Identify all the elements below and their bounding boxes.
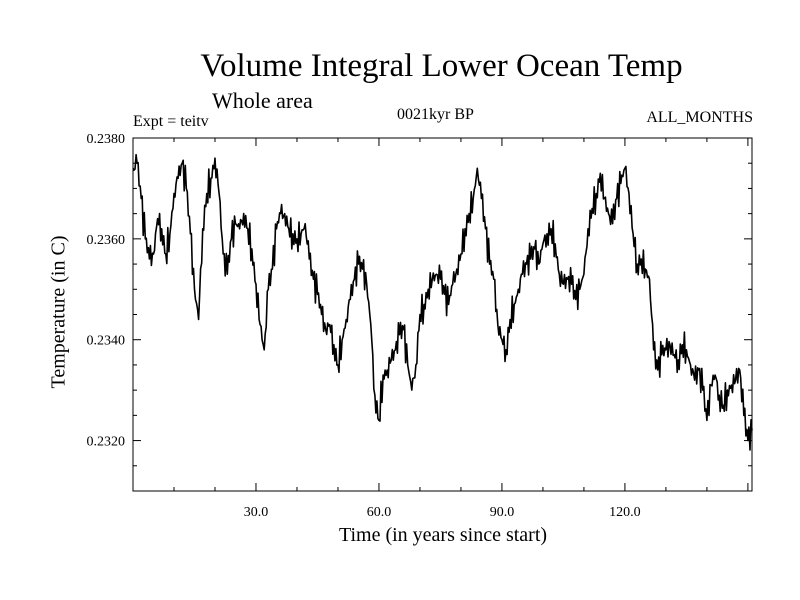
period-label: 0021kyr BP	[397, 106, 474, 123]
axis-tick-labels: 30.0 60.0 90.0 120.0 0.2320 0.2340 0.2360 0.238…	[87, 132, 641, 520]
experiment-label: Expt = teitv	[133, 113, 209, 130]
months-label: ALL_MONTHS	[646, 109, 753, 126]
axis-ticks	[133, 138, 752, 491]
plot-frame	[132, 137, 753, 492]
x-tick-label: 60.0	[367, 505, 392, 520]
temperature-series-line	[132, 153, 753, 451]
x-tick-label: 120.0	[609, 505, 641, 520]
y-tick-label: 0.2320	[87, 435, 126, 450]
x-tick-label: 30.0	[244, 505, 269, 520]
chart-title: Volume Integral Lower Ocean Temp	[200, 48, 683, 84]
x-axis-label: Time (in years since start)	[338, 524, 548, 546]
x-tick-label: 90.0	[490, 505, 515, 520]
y-tick-label: 0.2340	[87, 334, 126, 349]
y-tick-label: 0.2360	[87, 233, 126, 248]
y-tick-label: 0.2380	[87, 132, 126, 147]
chart-subtitle: Whole area	[212, 88, 313, 113]
